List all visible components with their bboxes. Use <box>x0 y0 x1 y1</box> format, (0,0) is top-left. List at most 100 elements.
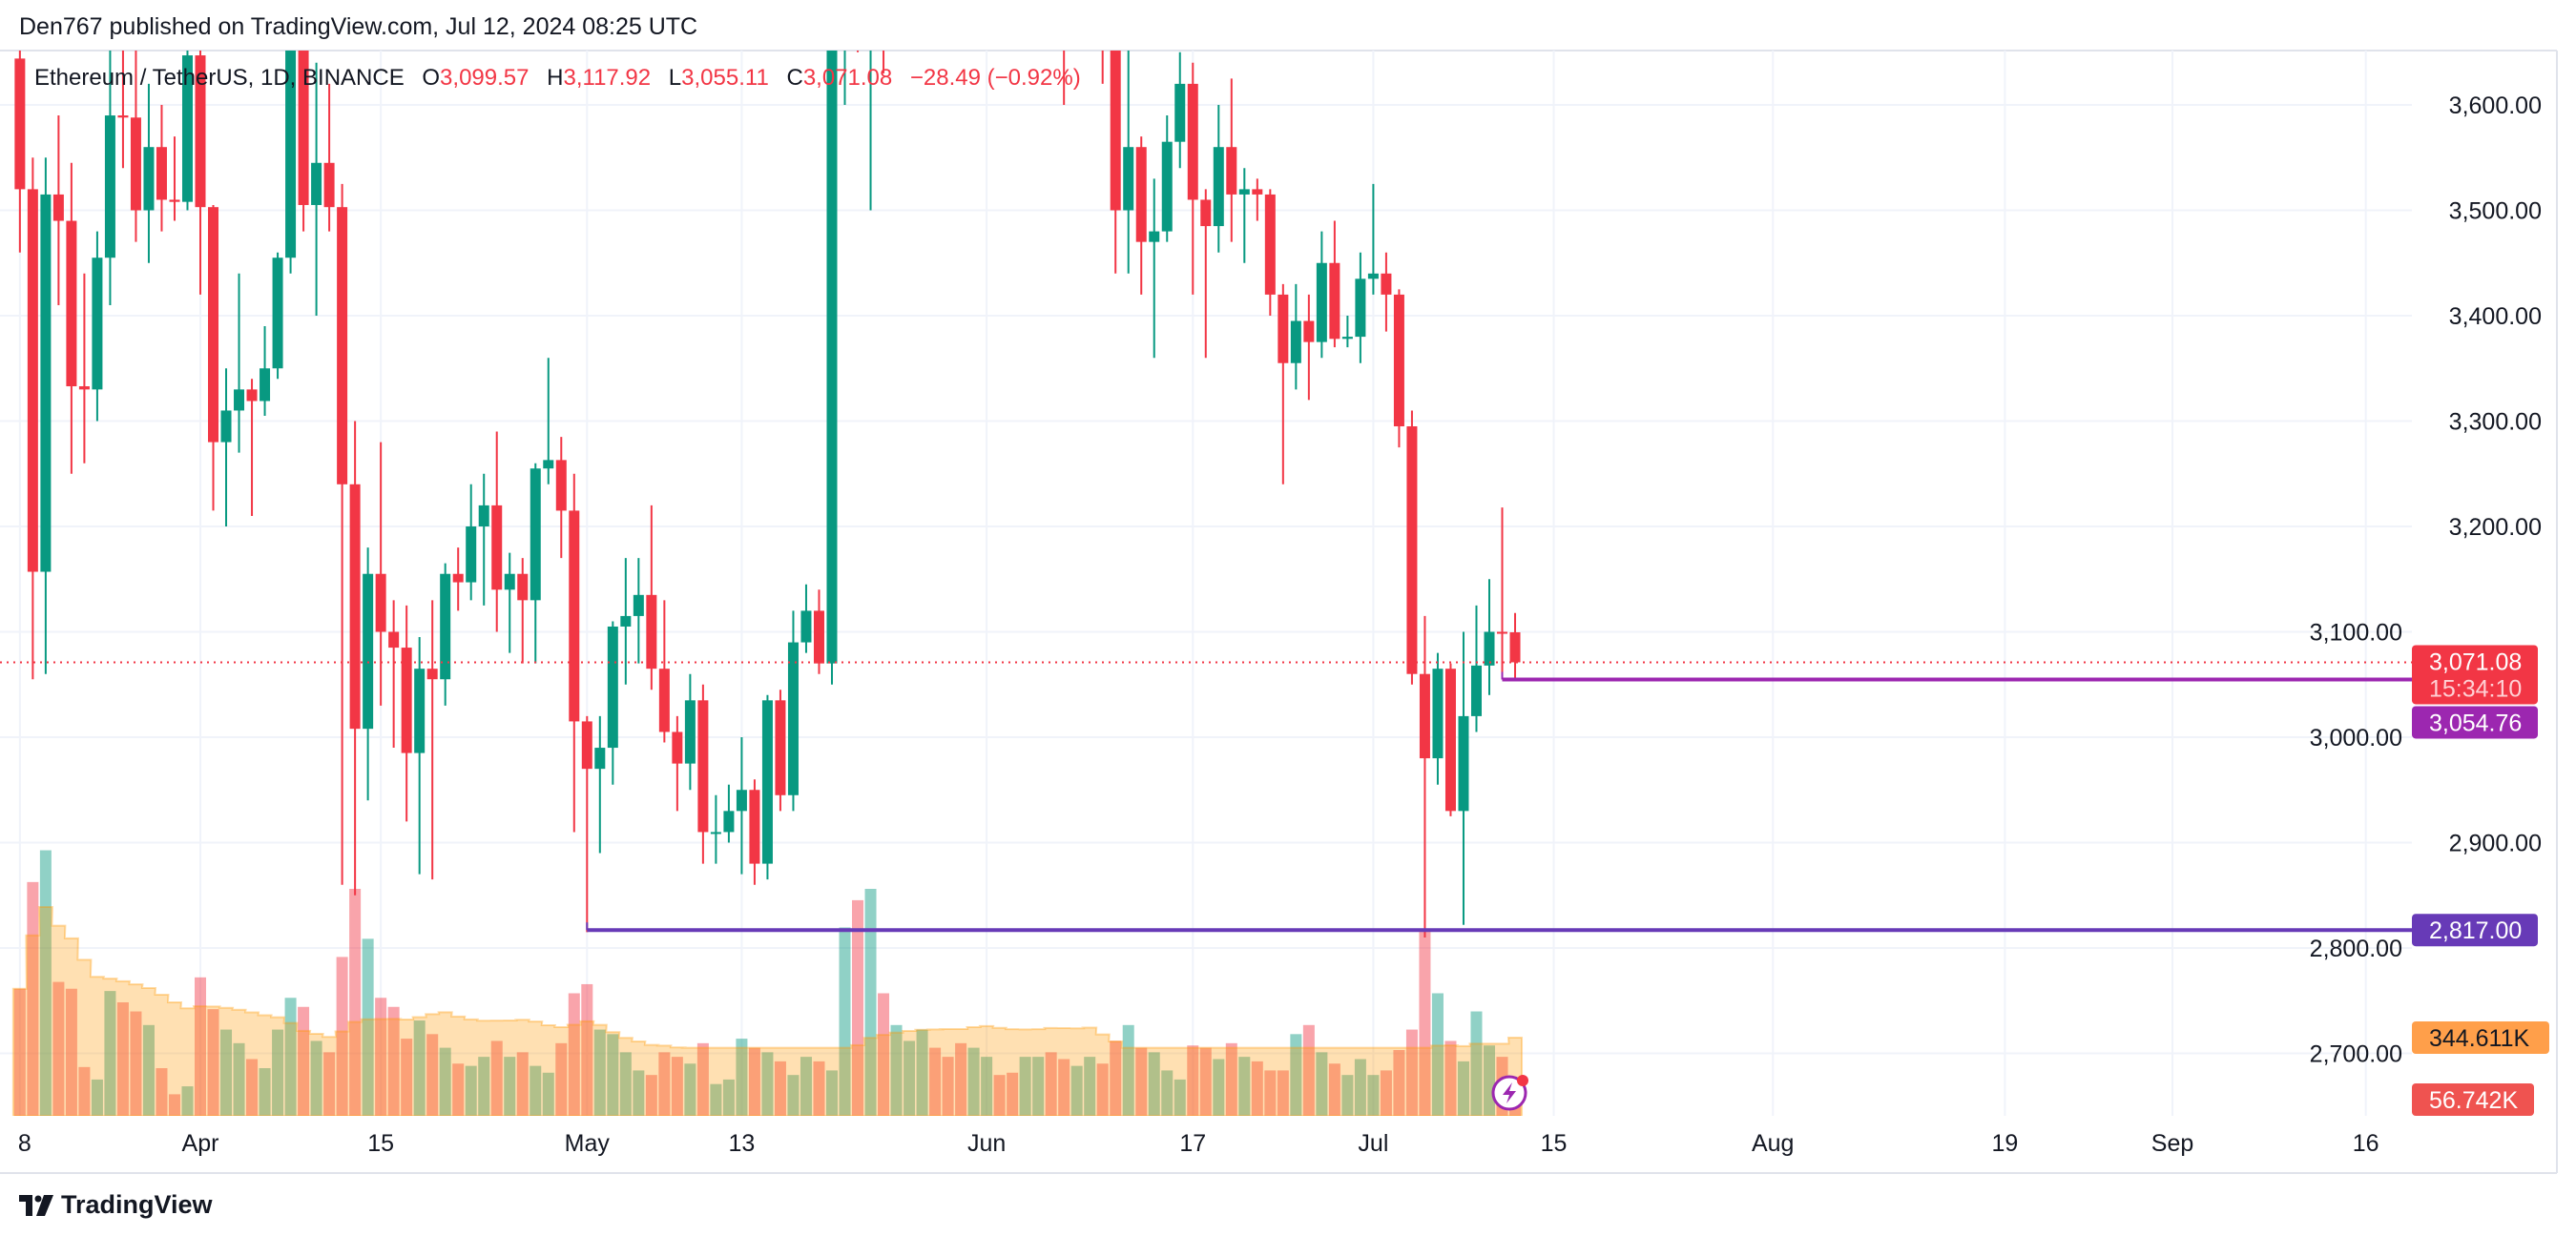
price-tick-label: 3,200.00 <box>2449 514 2542 541</box>
candle-body <box>401 648 412 753</box>
level-high-badge[interactable]: 3,054.76 <box>2412 706 2538 739</box>
time-axis[interactable]: 8 Apr 15 May 13 Jun 17 Jul 15 Aug 19 Sep 16 <box>18 1130 2379 1157</box>
volume-bar <box>439 1047 451 1116</box>
candle-body <box>749 790 760 864</box>
candle <box>285 51 297 274</box>
candle <box>246 379 258 516</box>
level-lines <box>0 661 2412 933</box>
candle-body <box>761 700 773 864</box>
candle-body <box>504 573 515 590</box>
candle <box>478 473 489 606</box>
volume-bar <box>91 1079 103 1116</box>
candle-body <box>1444 669 1456 812</box>
time-tick-label: May <box>565 1130 611 1157</box>
candle-body <box>1149 231 1160 242</box>
candle-body <box>1174 83 1186 142</box>
candle-body <box>1135 147 1147 242</box>
volume-bar <box>1367 1075 1380 1116</box>
candle <box>1110 51 1121 274</box>
last-price-badge-text: 3,071.08 <box>2429 649 2522 675</box>
candle <box>298 51 309 232</box>
candle <box>1200 189 1212 359</box>
candle <box>710 794 721 864</box>
candle <box>1470 605 1482 732</box>
candle-body <box>1470 665 1482 716</box>
candle-body <box>684 700 696 764</box>
candle <box>1458 631 1469 925</box>
candle-body <box>1355 278 1366 338</box>
candle <box>1264 189 1276 316</box>
volume-bar <box>864 889 877 1116</box>
candle-body <box>375 573 386 632</box>
volume-bar <box>942 1057 954 1116</box>
candle <box>826 51 838 685</box>
volume-bar <box>39 850 52 1116</box>
volume-bar <box>825 1070 838 1116</box>
volume-bar <box>1354 1059 1366 1116</box>
candle <box>1278 283 1289 484</box>
candle-body <box>220 410 232 443</box>
grid <box>0 51 2412 1116</box>
candle-body <box>1278 294 1289 363</box>
volume-bar <box>1302 1024 1315 1116</box>
symbol-name[interactable]: Ethereum / TetherUS, 1D, BINANCE <box>34 65 405 91</box>
candle <box>857 51 860 52</box>
volume-bar <box>104 991 116 1116</box>
volume-bar <box>748 1047 760 1116</box>
volume-bar <box>310 1040 322 1116</box>
price-axis[interactable]: 3,600.00 3,500.00 3,400.00 3,300.00 3,200.00… <box>2310 93 2542 1068</box>
volume-bar <box>284 998 297 1116</box>
candle <box>66 162 77 474</box>
candle <box>92 231 103 422</box>
candle <box>311 62 322 316</box>
volume-ma-area <box>11 906 1524 1116</box>
volume-bar <box>13 988 26 1116</box>
candle-body <box>104 115 115 258</box>
plot-area <box>0 51 2412 1116</box>
volume-bar <box>195 977 206 1116</box>
volume-bar <box>607 1034 619 1116</box>
time-tick-label: 17 <box>1179 1130 1206 1157</box>
candle-body <box>349 484 361 730</box>
volume-bar <box>710 1083 722 1116</box>
candle <box>27 157 38 680</box>
candle <box>843 51 846 105</box>
candle <box>813 589 824 674</box>
volume-bar <box>878 993 890 1116</box>
volume-bar <box>78 1066 91 1116</box>
candle <box>1329 220 1340 348</box>
level-low-badge[interactable]: 2,817.00 <box>2412 914 2538 947</box>
candle-body <box>414 669 426 753</box>
volume-bar <box>1238 1057 1251 1116</box>
time-tick-label: 15 <box>1541 1130 1568 1157</box>
candle-body <box>1341 337 1353 340</box>
volume-bar <box>1096 1063 1109 1116</box>
volume-ma-badge[interactable]: 344.611K <box>2412 1021 2549 1054</box>
level-high-badge-text: 3,054.76 <box>2429 710 2522 736</box>
candle-body <box>478 505 489 526</box>
volume-bar <box>490 1040 503 1116</box>
candle-body <box>66 220 77 387</box>
candle <box>40 157 52 674</box>
tradingview-brand[interactable]: TradingView <box>19 1190 213 1220</box>
candle <box>775 690 786 812</box>
candle-body <box>388 631 400 649</box>
volume-bar <box>478 1057 490 1116</box>
volume-bar <box>1084 1057 1096 1116</box>
candle <box>466 484 477 601</box>
candle <box>672 715 683 812</box>
candle <box>156 105 167 232</box>
candle-body <box>52 194 64 221</box>
price-tick-label: 3,000.00 <box>2310 725 2402 752</box>
volume-bar <box>671 1057 683 1116</box>
volume-badge[interactable]: 56.742K <box>2412 1083 2534 1116</box>
candle-body <box>78 386 90 390</box>
candle-body <box>298 51 309 205</box>
candle <box>1316 231 1327 359</box>
alert-lightning-icon[interactable] <box>1491 1075 1528 1111</box>
candle <box>1419 615 1430 937</box>
candle-body <box>1264 194 1276 295</box>
